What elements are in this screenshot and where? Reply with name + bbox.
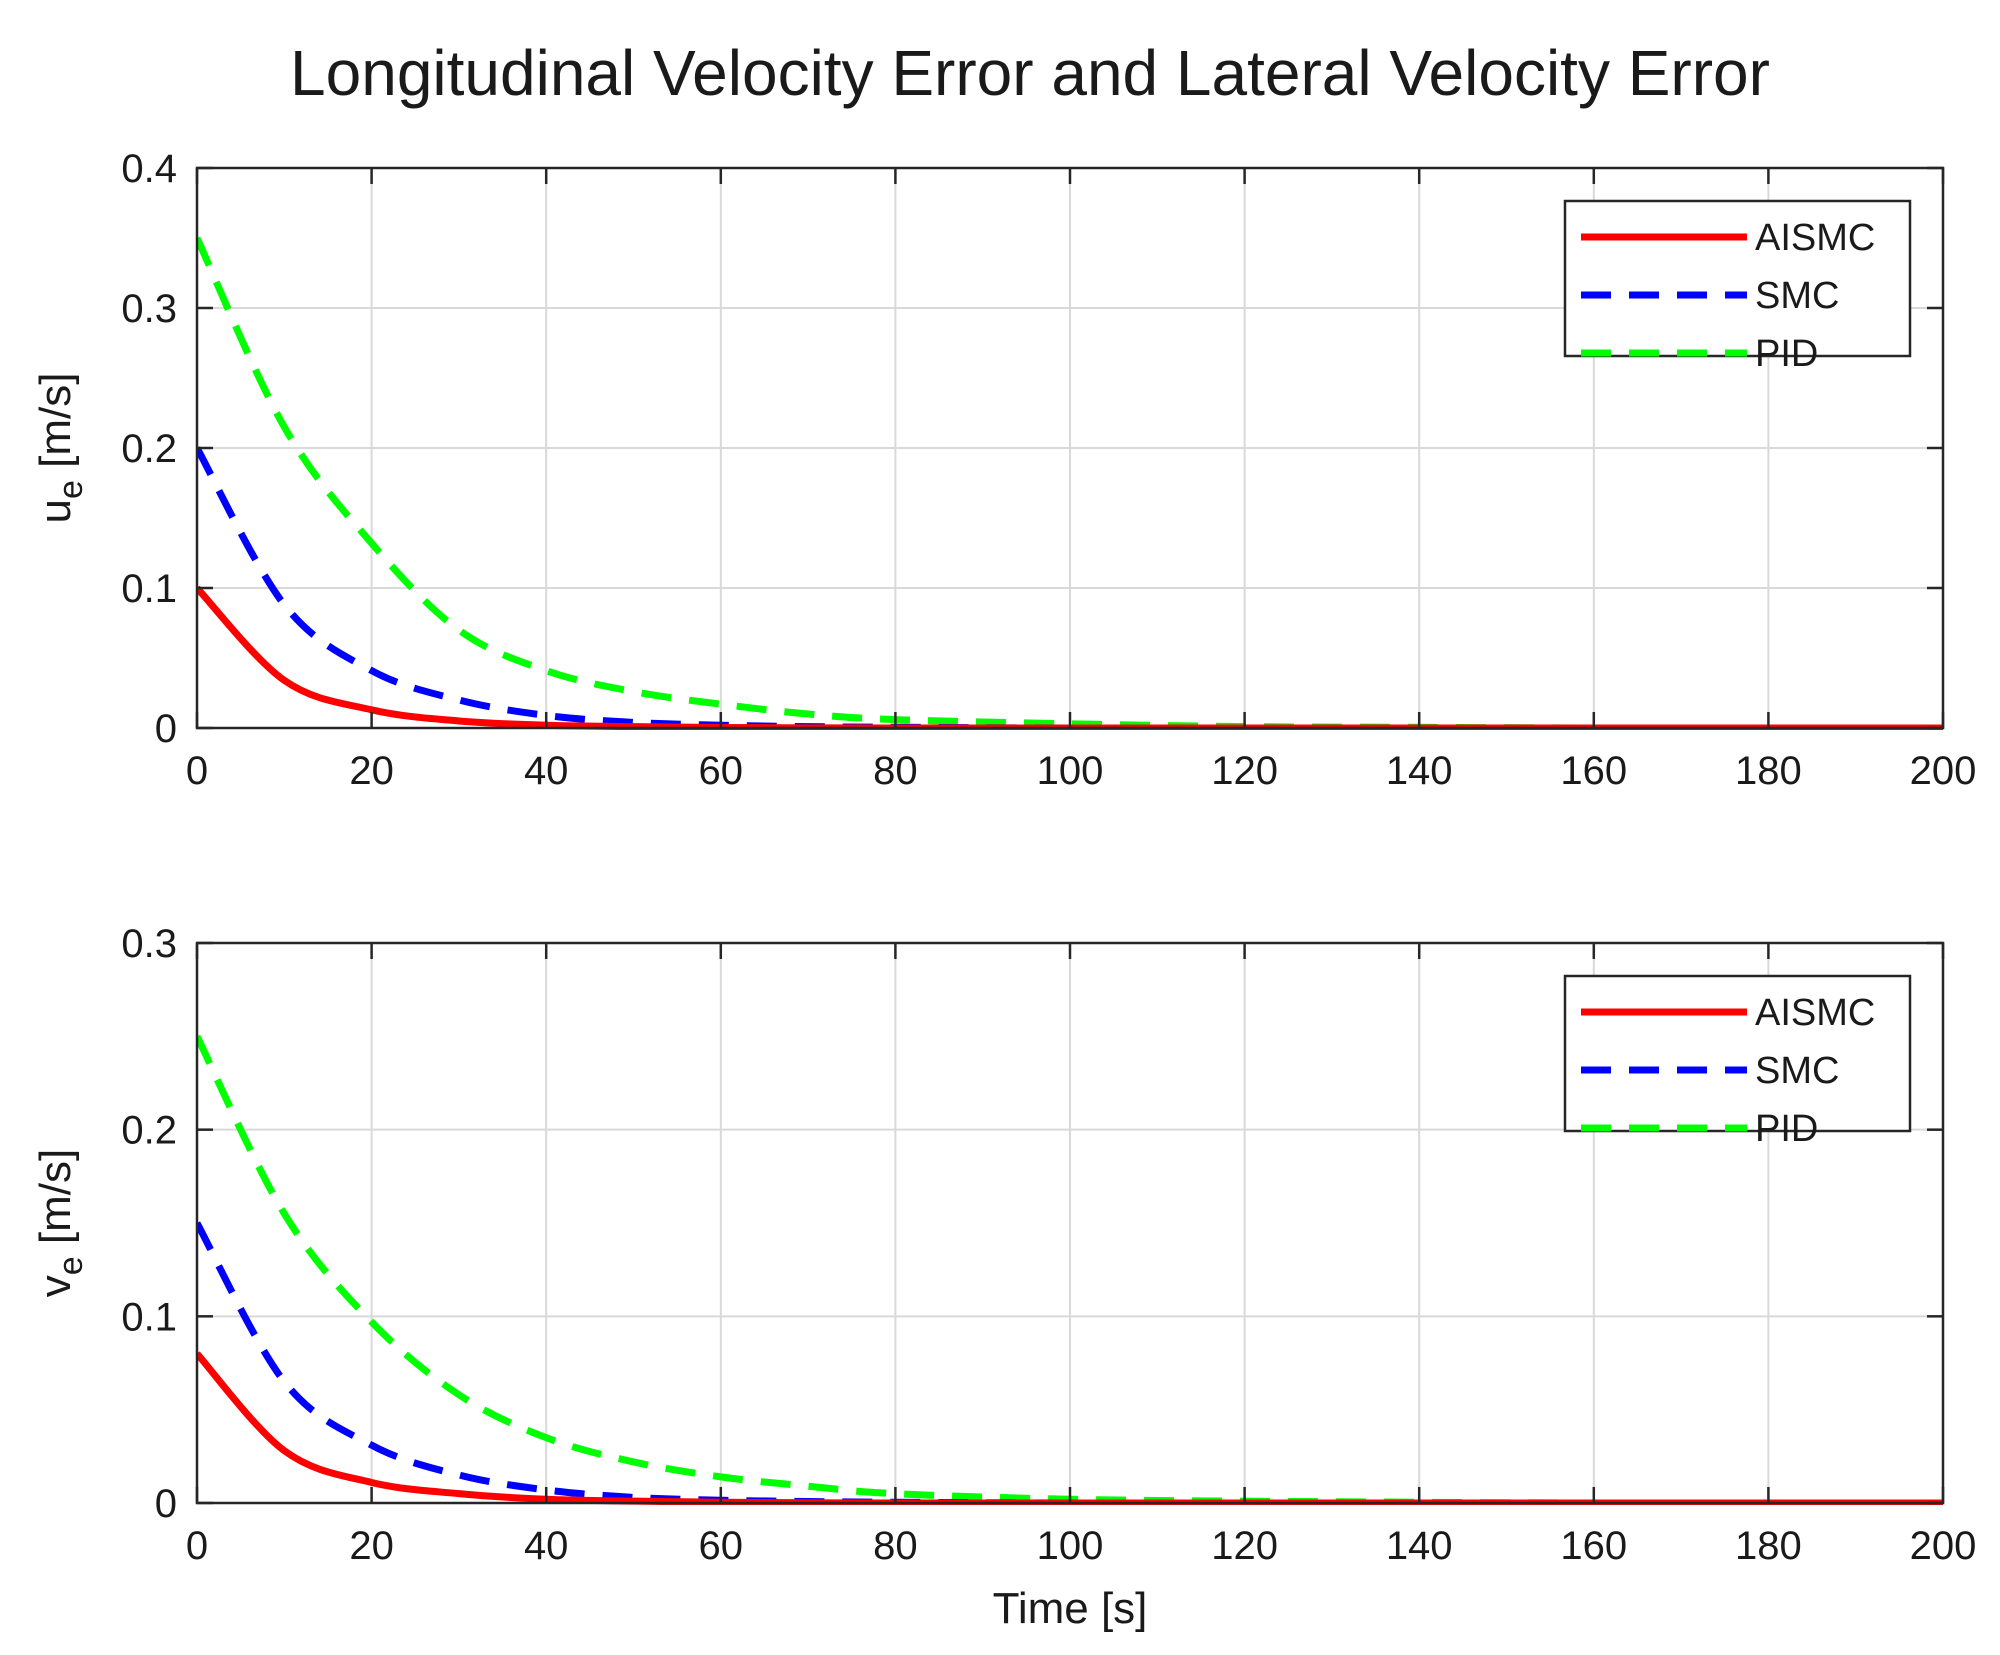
y-tick-label: 0 xyxy=(155,1482,177,1526)
x-axis-label: Time [s] xyxy=(993,1584,1148,1633)
x-tick-label: 60 xyxy=(699,749,744,793)
y-tick-label: 0.3 xyxy=(121,922,177,966)
y-axis-label-subscript: e xyxy=(52,1256,90,1275)
y-axis-label-unit: [m/s] xyxy=(31,373,80,481)
y-tick-label: 0.1 xyxy=(121,567,177,611)
legend-label-smc: SMC xyxy=(1755,275,1839,317)
y-axis-label-main: u xyxy=(31,499,80,523)
x-tick-label: 100 xyxy=(1037,749,1104,793)
legend-label-pid: PID xyxy=(1755,1108,1818,1150)
legend-label-pid: PID xyxy=(1755,333,1818,375)
x-tick-label: 0 xyxy=(186,749,208,793)
y-tick-label: 0.2 xyxy=(121,427,177,471)
plot-lateral-velocity-error: 0 20 40 60 80 100 120 140 160 180 200 0 0.1 0.2 0.3 ve … xyxy=(31,922,1976,1633)
y-tick-label: 0.4 xyxy=(121,147,177,191)
y-tick-label: 0.3 xyxy=(121,287,177,331)
series-line-smc xyxy=(197,1221,1943,1505)
legend: AISMC SMC PID xyxy=(1563,974,1912,1150)
x-tick-label: 180 xyxy=(1735,749,1802,793)
x-tick-label: 180 xyxy=(1735,1524,1802,1568)
x-tick-label: 140 xyxy=(1386,1524,1453,1568)
y-axis-label-main: v xyxy=(31,1275,80,1297)
x-tick-label: 120 xyxy=(1211,749,1278,793)
x-tick-label: 160 xyxy=(1560,749,1627,793)
legend-box xyxy=(1563,199,1912,358)
y-axis-label: ve [m/s] xyxy=(31,1149,90,1297)
x-tick-label: 20 xyxy=(349,1524,394,1568)
plot-longitudinal-velocity-error: 0 20 40 60 80 100 120 140 160 180 200 0 0.1 0.2 0.3 0.4… xyxy=(31,147,1976,793)
y-tick-label: 0.1 xyxy=(121,1295,177,1339)
figure-title: Longitudinal Velocity Error and Lateral … xyxy=(290,37,1770,109)
x-tick-label: 160 xyxy=(1560,1524,1627,1568)
y-tick-label: 0 xyxy=(155,707,177,751)
x-tick-label: 100 xyxy=(1037,1524,1104,1568)
x-tick-label: 200 xyxy=(1910,1524,1977,1568)
legend-box xyxy=(1563,974,1912,1133)
y-axis-label: ue [m/s] xyxy=(31,373,90,524)
legend-label-aismc: AISMC xyxy=(1755,217,1875,259)
y-axis-label-subscript: e xyxy=(52,480,90,499)
x-tick-label: 40 xyxy=(524,1524,569,1568)
legend-label-smc: SMC xyxy=(1755,1050,1839,1092)
x-tick-label: 120 xyxy=(1211,1524,1278,1568)
y-axis-label-unit: [m/s] xyxy=(31,1149,80,1257)
legend: AISMC SMC PID xyxy=(1563,199,1912,375)
x-tick-label: 40 xyxy=(524,749,569,793)
x-tick-label: 0 xyxy=(186,1524,208,1568)
x-tick-label: 140 xyxy=(1386,749,1453,793)
x-tick-label: 80 xyxy=(873,749,918,793)
x-tick-label: 200 xyxy=(1910,749,1977,793)
series-line-smc xyxy=(197,446,1943,730)
x-tick-label: 80 xyxy=(873,1524,918,1568)
series-line-pid xyxy=(197,236,1943,730)
y-tick-label: 0.2 xyxy=(121,1109,177,1153)
x-tick-label: 60 xyxy=(699,1524,744,1568)
legend-label-aismc: AISMC xyxy=(1755,992,1875,1034)
x-tick-label: 20 xyxy=(349,749,394,793)
